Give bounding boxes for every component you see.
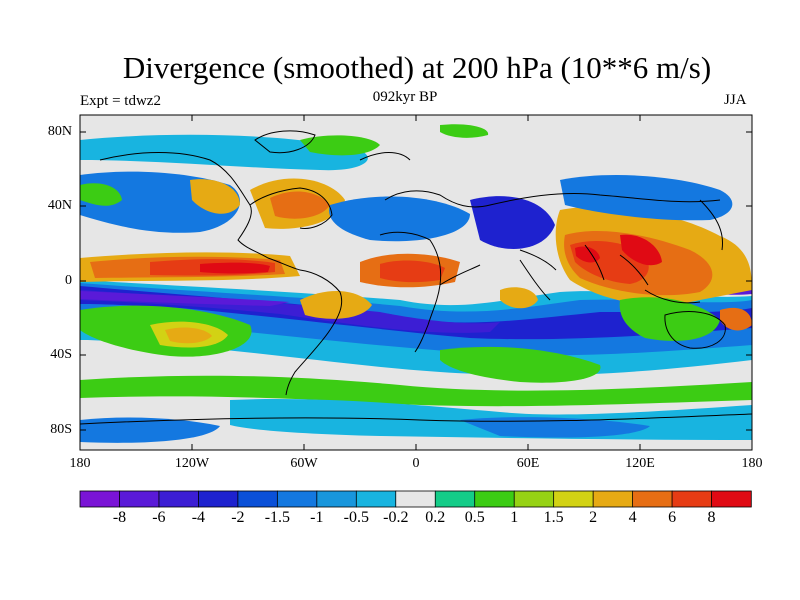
lat-label-40n: 40N — [47, 198, 72, 213]
colorbar-swatch — [711, 490, 752, 508]
colorbar-swatch — [395, 490, 436, 508]
colorbar-tick-label: 4 — [628, 509, 637, 526]
colorbar-tick-label: -1 — [310, 509, 324, 526]
colorbar-tick-label: 8 — [707, 509, 716, 526]
colorbar-swatch — [276, 490, 318, 508]
lat-label-80n: 80N — [47, 124, 72, 139]
colorbar-tick-label: -6 — [152, 509, 166, 526]
colorbar-swatch — [119, 490, 160, 508]
colorbar-tick-label: 0.5 — [464, 509, 485, 526]
lat-label-40s: 40S — [50, 347, 72, 362]
colorbar-swatch — [632, 490, 673, 508]
colorbar-swatch — [198, 490, 239, 508]
colorbar-swatch — [474, 490, 515, 508]
colorbar-tick-label: 0.2 — [425, 509, 446, 526]
colorbar-swatch — [671, 490, 713, 508]
lon-label-120e: 120E — [625, 456, 655, 471]
colorbar-tick-label: -2 — [231, 509, 245, 526]
colorbar — [79, 490, 752, 508]
colorbar-tick-label: 1.5 — [543, 509, 564, 526]
colorbar-swatch — [237, 490, 279, 508]
lon-label-120w: 120W — [174, 456, 210, 471]
map-title: Divergence (smoothed) at 200 hPa (10**6 … — [122, 50, 712, 85]
lon-label-180e: 180 — [741, 456, 763, 471]
lon-label-180w: 180 — [69, 456, 91, 471]
divergence-field — [80, 115, 752, 450]
season-label: JJA — [724, 92, 747, 108]
colorbar-swatch — [316, 490, 357, 508]
lat-label-80s: 80S — [50, 422, 72, 437]
colorbar-swatch — [513, 490, 555, 508]
axis-ticks — [80, 115, 752, 450]
colorbar-tick-label: 6 — [668, 509, 677, 526]
colorbar-tick-label: 2 — [589, 509, 598, 526]
lon-label-0: 0 — [412, 456, 420, 471]
colorbar-tick-label: 1 — [510, 509, 519, 526]
colorbar-tick-label: -1.5 — [264, 509, 291, 526]
colorbar-swatch — [592, 490, 634, 508]
colorbar-tick-label: -4 — [191, 509, 206, 526]
coastlines — [80, 130, 752, 425]
colorbar-swatch — [355, 490, 397, 508]
map-subtitle: 092kyr BP — [372, 89, 438, 105]
colorbar-swatch — [553, 490, 594, 508]
lon-label-60w: 60W — [290, 456, 318, 471]
experiment-label: Expt = tdwz2 — [80, 93, 161, 109]
colorbar-swatch — [158, 490, 200, 508]
colorbar-tick-label: -0.5 — [343, 509, 369, 526]
colorbar-swatch — [79, 490, 121, 508]
lat-label-0: 0 — [65, 273, 72, 288]
colorbar-tick-label: -0.2 — [383, 509, 409, 526]
lon-label-60e: 60E — [516, 456, 540, 471]
colorbar-tick-label: -8 — [112, 509, 127, 526]
colorbar-swatch — [434, 490, 476, 508]
